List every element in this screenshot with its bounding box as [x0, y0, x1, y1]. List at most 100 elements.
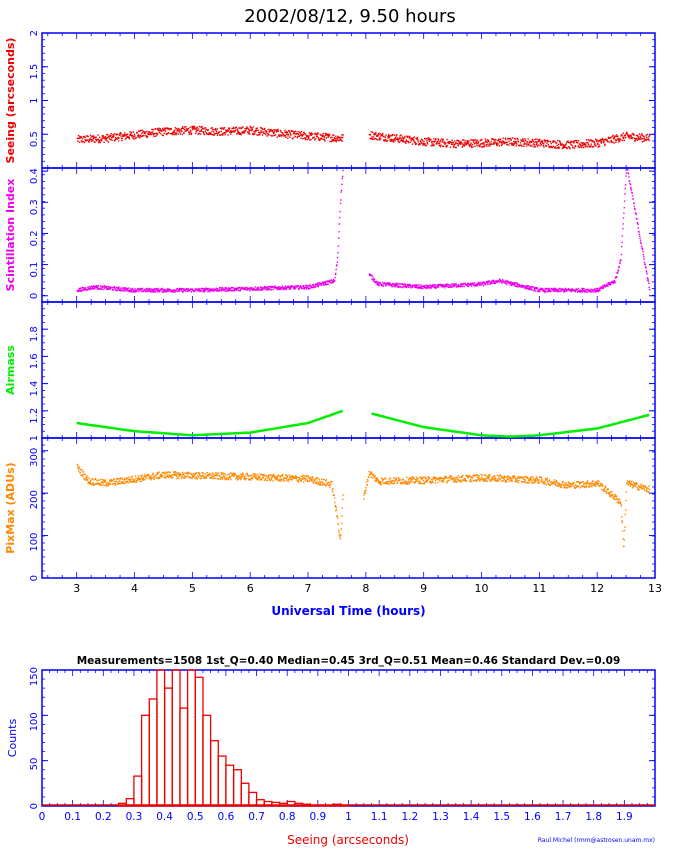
ytick-label-scintillation: 0.2 — [29, 230, 40, 246]
hist-ytick-label: 150 — [29, 667, 40, 686]
ytick-label-pixmax: 200 — [29, 490, 40, 509]
histogram-bar — [232, 769, 242, 807]
hist-xtick-label: 0.3 — [126, 811, 143, 823]
histogram-bar — [156, 669, 166, 807]
ytick-label-pixmax: 100 — [29, 533, 40, 552]
ylabel-pixmax: PixMax (ADUs) — [4, 462, 17, 553]
ylabel-scintillation: Scintillation Index — [4, 179, 17, 292]
figure-title: 2002/08/12, 9.50 hours — [244, 6, 456, 27]
histogram-bar — [163, 687, 173, 807]
xtick-label: 4 — [131, 582, 138, 595]
histogram-bar — [340, 804, 350, 807]
histogram-bar — [140, 714, 150, 807]
histogram-bar — [194, 676, 204, 807]
ytick-label-pixmax: 300 — [29, 448, 40, 467]
ytick-label-airmass: 1.4 — [29, 381, 40, 397]
ytick-label-airmass: 1 — [29, 435, 40, 441]
xtick-label: 6 — [247, 582, 254, 595]
histogram-bar — [309, 804, 319, 807]
hist-xtick-label: 0.2 — [95, 811, 112, 823]
hist-xtick-label: 0.5 — [187, 811, 204, 823]
histogram-bar — [148, 698, 158, 807]
airmass-line-segment-2 — [371, 412, 650, 438]
hist-xtick-label: 0 — [39, 811, 46, 823]
xtick-label: 10 — [475, 582, 489, 595]
hist-xtick-label: 0.4 — [156, 811, 173, 823]
histogram-bar — [240, 782, 250, 807]
seeing-points-segment-1 — [76, 125, 344, 144]
ytick-label-scintillation: 0.3 — [29, 199, 40, 215]
xtick-label: 8 — [362, 582, 369, 595]
hist-xtick-label: 1.6 — [524, 811, 541, 823]
ytick-label-seeing: 2 — [29, 30, 40, 36]
histogram-bar — [133, 775, 143, 807]
ytick-label-seeing: 1 — [29, 98, 40, 104]
ylabel-seeing: Seeing (arcseconds) — [4, 38, 17, 164]
hist-xtick-label: 1.7 — [555, 811, 572, 823]
series-seeing — [76, 125, 651, 150]
xtick-label: 3 — [73, 582, 80, 595]
histogram-bar — [271, 801, 281, 807]
hist-xtick-label: 1.1 — [371, 811, 388, 823]
histogram-bar — [179, 707, 189, 807]
xtick-label: 13 — [648, 582, 662, 595]
hist-ytick-label: 50 — [29, 758, 40, 771]
ytick-label-scintillation: 0.4 — [29, 168, 40, 184]
histogram-bar — [171, 669, 181, 807]
hist-xtick-label: 1 — [345, 811, 352, 823]
hist-xtick-label: 1.2 — [401, 811, 418, 823]
hist-xtick-label: 1.8 — [585, 811, 602, 823]
ytick-label-scintillation: 0.1 — [29, 262, 40, 278]
histogram-bar — [186, 669, 196, 807]
xtick-label: 12 — [590, 582, 604, 595]
scintillation-points-segment-2 — [368, 168, 651, 293]
histogram-bar — [317, 804, 327, 807]
hist-ytick-label: 0 — [29, 803, 40, 809]
series-airmass — [76, 409, 650, 438]
hist-xlabel: Seeing (arcseconds) — [287, 833, 409, 847]
hist-xtick-label: 0.1 — [64, 811, 81, 823]
panel-frame-scintillation — [41, 167, 656, 303]
ytick-label-airmass: 1.8 — [29, 326, 40, 342]
histogram-bar — [202, 714, 212, 807]
ylabel-airmass: Airmass — [4, 345, 17, 395]
ytick-label-seeing: 0.5 — [29, 131, 40, 147]
scintillation-points-segment-1 — [76, 169, 344, 293]
pixmax-points-segment-1 — [76, 463, 344, 540]
panel-frame-airmass — [41, 301, 656, 439]
histogram-bars — [117, 669, 350, 807]
histogram-bar — [324, 804, 334, 807]
hist-xtick-label: 1.5 — [493, 811, 510, 823]
hist-xtick-label: 1.4 — [463, 811, 480, 823]
hist-xtick-label: 1.9 — [616, 811, 633, 823]
hist-xtick-label: 0.6 — [218, 811, 235, 823]
xtick-label: 5 — [189, 582, 196, 595]
histogram-bar — [217, 755, 227, 807]
ytick-label-airmass: 1.2 — [29, 408, 40, 424]
xlabel-time: Universal Time (hours) — [271, 604, 425, 618]
airmass-line-segment-1 — [76, 409, 344, 437]
xtick-label: 11 — [532, 582, 546, 595]
histogram-bar — [209, 740, 219, 807]
hist-xtick-label: 1.3 — [432, 811, 449, 823]
histogram-bar — [248, 791, 258, 807]
ytick-label-pixmax: 0 — [29, 575, 40, 581]
histogram-stats-text: Measurements=1508 1st_Q=0.40 Median=0.45… — [77, 655, 621, 667]
xtick-label: 7 — [305, 582, 312, 595]
pixmax-points-segment-2 — [363, 470, 651, 548]
ytick-label-scintillation: 0 — [29, 293, 40, 299]
ytick-label-airmass: 1.6 — [29, 353, 40, 369]
hist-xtick-label: 0.9 — [309, 811, 326, 823]
credit-text: Raul Michel (rmm@astrosen.unam.mx) — [538, 837, 655, 844]
hist-ylabel: Counts — [6, 719, 19, 758]
hist-ytick-label: 100 — [29, 712, 40, 731]
xtick-label: 9 — [420, 582, 427, 595]
panel-frame-pixmax — [41, 437, 656, 579]
series-pixmax — [76, 463, 651, 548]
ytick-label-seeing: 1.5 — [29, 64, 40, 80]
hist-xtick-label: 0.8 — [279, 811, 296, 823]
seeing-points-segment-2 — [368, 131, 651, 150]
series-scintillation — [76, 168, 651, 293]
histogram-bar — [225, 764, 235, 807]
